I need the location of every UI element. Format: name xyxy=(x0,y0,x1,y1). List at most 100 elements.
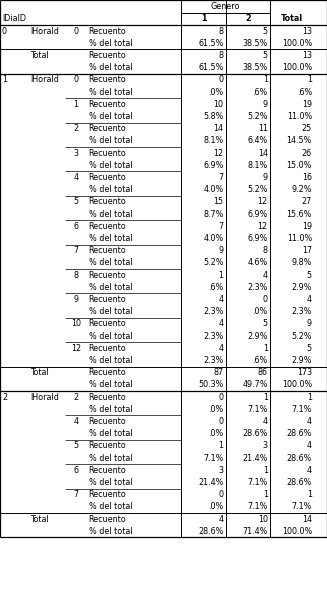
Text: 4: 4 xyxy=(219,344,224,353)
Text: 1: 1 xyxy=(263,466,268,475)
Text: % del total: % del total xyxy=(89,87,132,96)
Text: Recuento: Recuento xyxy=(89,222,127,231)
Text: 15.0%: 15.0% xyxy=(286,161,312,170)
Text: % del total: % del total xyxy=(89,356,132,365)
Text: 4: 4 xyxy=(307,441,312,450)
Text: Total: Total xyxy=(30,368,48,377)
Text: 5: 5 xyxy=(263,319,268,329)
Text: 27: 27 xyxy=(302,197,312,206)
Text: 7.1%: 7.1% xyxy=(248,478,268,487)
Text: Recuento: Recuento xyxy=(89,246,127,255)
Text: .0%: .0% xyxy=(252,307,268,316)
Text: % del total: % del total xyxy=(89,63,132,72)
Text: 13: 13 xyxy=(302,27,312,35)
Text: % del total: % del total xyxy=(89,185,132,194)
Text: 14.5%: 14.5% xyxy=(286,137,312,145)
Text: 100.0%: 100.0% xyxy=(282,39,312,48)
Text: 25: 25 xyxy=(302,124,312,133)
Text: Recuento: Recuento xyxy=(89,295,127,304)
Text: 4.0%: 4.0% xyxy=(203,185,224,194)
Text: 38.5%: 38.5% xyxy=(242,39,268,48)
Text: 4: 4 xyxy=(74,417,78,426)
Text: Recuento: Recuento xyxy=(89,271,127,280)
Text: % del total: % del total xyxy=(89,307,132,316)
Text: 0: 0 xyxy=(263,295,268,304)
Text: 5: 5 xyxy=(263,51,268,60)
Text: 19: 19 xyxy=(302,100,312,109)
Text: 0: 0 xyxy=(219,76,224,85)
Text: 50.3%: 50.3% xyxy=(198,381,224,389)
Text: 1: 1 xyxy=(74,100,78,109)
Text: 38.5%: 38.5% xyxy=(242,63,268,72)
Text: IHorald: IHorald xyxy=(30,392,59,402)
Text: 6.4%: 6.4% xyxy=(248,137,268,145)
Text: 4: 4 xyxy=(219,515,224,524)
Text: 4: 4 xyxy=(219,295,224,304)
Text: % del total: % del total xyxy=(89,112,132,121)
Text: 8: 8 xyxy=(219,27,224,35)
Text: 2.3%: 2.3% xyxy=(203,332,224,340)
Text: 1: 1 xyxy=(307,392,312,402)
Text: 14: 14 xyxy=(302,515,312,524)
Text: 100.0%: 100.0% xyxy=(282,63,312,72)
Text: 28.6%: 28.6% xyxy=(286,478,312,487)
Text: 5.8%: 5.8% xyxy=(203,112,224,121)
Text: % del total: % del total xyxy=(89,283,132,292)
Text: 5.2%: 5.2% xyxy=(291,332,312,340)
Text: 12: 12 xyxy=(258,222,268,231)
Text: Recuento: Recuento xyxy=(89,417,127,426)
Text: % del total: % del total xyxy=(89,210,132,219)
Text: 13: 13 xyxy=(302,51,312,60)
Text: % del total: % del total xyxy=(89,39,132,48)
Text: 5.2%: 5.2% xyxy=(247,185,268,194)
Text: 61.5%: 61.5% xyxy=(198,39,224,48)
Text: 9: 9 xyxy=(307,319,312,329)
Text: 8: 8 xyxy=(74,271,78,280)
Text: 11.0%: 11.0% xyxy=(287,234,312,243)
Text: 8: 8 xyxy=(219,51,224,60)
Text: 2.9%: 2.9% xyxy=(291,356,312,365)
Text: 4: 4 xyxy=(307,466,312,475)
Text: 6.9%: 6.9% xyxy=(248,210,268,219)
Text: 1: 1 xyxy=(263,76,268,85)
Text: IHorald: IHorald xyxy=(30,76,59,85)
Text: IHorald: IHorald xyxy=(30,27,59,35)
Text: Recuento: Recuento xyxy=(89,27,127,35)
Text: Recuento: Recuento xyxy=(89,76,127,85)
Text: % del total: % del total xyxy=(89,405,132,414)
Text: Recuento: Recuento xyxy=(89,515,127,524)
Text: Recuento: Recuento xyxy=(89,148,127,158)
Text: 2.3%: 2.3% xyxy=(248,283,268,292)
Text: Recuento: Recuento xyxy=(89,124,127,133)
Text: 7.1%: 7.1% xyxy=(203,454,224,463)
Text: 28.6%: 28.6% xyxy=(198,527,224,536)
Text: 1: 1 xyxy=(219,441,224,450)
Text: 2.9%: 2.9% xyxy=(291,283,312,292)
Text: % del total: % del total xyxy=(89,527,132,536)
Text: 5: 5 xyxy=(74,441,78,450)
Text: Recuento: Recuento xyxy=(89,441,127,450)
Text: 2.3%: 2.3% xyxy=(203,356,224,365)
Text: Genero: Genero xyxy=(211,2,240,11)
Text: 4: 4 xyxy=(307,417,312,426)
Text: IDialD: IDialD xyxy=(2,14,26,23)
Text: 1: 1 xyxy=(263,344,268,353)
Text: 6: 6 xyxy=(74,222,78,231)
Text: 2.9%: 2.9% xyxy=(247,332,268,340)
Text: 2: 2 xyxy=(74,392,78,402)
Text: 7: 7 xyxy=(218,222,224,231)
Text: 7: 7 xyxy=(74,490,78,499)
Text: 9.2%: 9.2% xyxy=(291,185,312,194)
Text: 8: 8 xyxy=(263,246,268,255)
Text: .6%: .6% xyxy=(252,356,268,365)
Text: % del total: % del total xyxy=(89,429,132,438)
Text: 6: 6 xyxy=(74,466,78,475)
Text: .0%: .0% xyxy=(208,87,224,96)
Text: 0: 0 xyxy=(2,27,7,35)
Text: 4: 4 xyxy=(307,295,312,304)
Text: 9.8%: 9.8% xyxy=(292,258,312,267)
Text: 10: 10 xyxy=(214,100,224,109)
Text: 5: 5 xyxy=(307,271,312,280)
Text: 61.5%: 61.5% xyxy=(198,63,224,72)
Text: 4: 4 xyxy=(263,417,268,426)
